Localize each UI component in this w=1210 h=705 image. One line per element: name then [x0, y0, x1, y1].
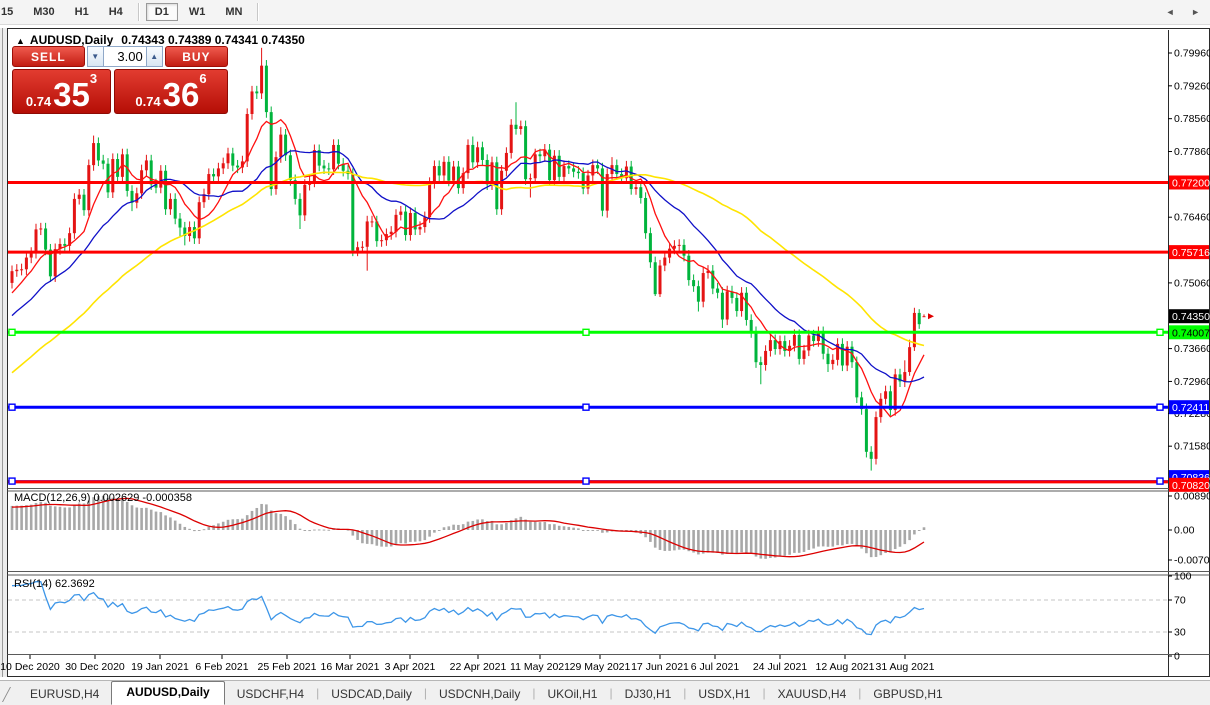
svg-text:24 Jul 2021: 24 Jul 2021: [753, 661, 807, 673]
svg-text:16 Mar 2021: 16 Mar 2021: [321, 661, 380, 673]
tab-divider: |: [683, 686, 687, 700]
buy-price-prefix: 0.74: [135, 94, 161, 109]
timeframe-button-w1[interactable]: W1: [180, 3, 215, 21]
timeframe-button-d1[interactable]: D1: [145, 3, 178, 21]
svg-text:10 Dec 2020: 10 Dec 2020: [0, 661, 60, 673]
toolbar-separator: [257, 3, 260, 21]
svg-text:12 Aug 2021: 12 Aug 2021: [816, 661, 875, 673]
svg-text:11 May 2021: 11 May 2021: [510, 661, 570, 673]
svg-text:0.74007: 0.74007: [1172, 327, 1210, 339]
timeframe-button-h1[interactable]: H1: [66, 3, 98, 21]
scroll-left-icon[interactable]: ◄: [1165, 7, 1175, 17]
tab-divider: |: [532, 686, 536, 700]
timeframe-toolbar: 15 M30 H1 H4 D1 W1 MN: [0, 0, 1210, 25]
svg-text:0.74350: 0.74350: [1172, 311, 1210, 323]
svg-text:3 Apr 2021: 3 Apr 2021: [385, 661, 436, 673]
tab-divider: |: [762, 686, 766, 700]
svg-text:0.78560: 0.78560: [1174, 113, 1210, 125]
chart-tab-usdchf-h4[interactable]: USDCHF,H4: [236, 687, 305, 701]
sell-price-prefix: 0.74: [25, 94, 52, 109]
buy-price-pipette: 6: [199, 71, 207, 86]
symbol-collapse-arrow-icon[interactable]: ▲: [16, 36, 25, 46]
volume-decrease-button[interactable]: ▼: [86, 46, 104, 67]
macd-indicator-label: MACD(12,26,9) 0.002629 -0.000358: [14, 492, 192, 504]
svg-text:70: 70: [1174, 595, 1186, 607]
svg-text:0.75716: 0.75716: [1172, 247, 1210, 259]
svg-text:0.72411: 0.72411: [1172, 402, 1209, 414]
svg-text:31 Aug 2021: 31 Aug 2021: [876, 661, 935, 673]
chart-ohlc-values: 0.74343 0.74389 0.74341 0.74350: [121, 33, 305, 47]
svg-text:0.73660: 0.73660: [1174, 343, 1210, 355]
chart-title: ▲ AUDUSD,Daily 0.74343 0.74389 0.74341 0.7…: [16, 33, 305, 47]
svg-text:30 Dec 2020: 30 Dec 2020: [65, 661, 125, 673]
svg-text:0: 0: [1174, 651, 1180, 663]
tab-divider: |: [316, 686, 320, 700]
chart-symbol-period: AUDUSD,Daily: [29, 33, 114, 47]
chart-tab-eurusd-h4[interactable]: EURUSD,H4: [30, 687, 100, 701]
one-click-trading-panel: SELL ▼ ▲ BUY 0.74 35 3 0.74 36 6: [12, 46, 228, 114]
buy-button[interactable]: BUY: [164, 46, 228, 67]
svg-text:0.70820: 0.70820: [1172, 480, 1210, 492]
svg-text:22 Apr 2021: 22 Apr 2021: [450, 661, 507, 673]
tab-scroll-controls: ◄ ►: [1152, 7, 1200, 17]
chart-tab-xauusd-h4[interactable]: XAUUSD,H4: [777, 687, 847, 701]
svg-text:-0.007013: -0.007013: [1174, 555, 1210, 567]
toolbar-separator: [137, 3, 140, 21]
chart-tab-usdcad-daily[interactable]: USDCAD,Daily: [331, 687, 412, 701]
timeframe-button-m30[interactable]: M30: [24, 3, 63, 21]
svg-text:0.71580: 0.71580: [1174, 441, 1210, 453]
chart-tab-audusd-daily[interactable]: AUDUSD,Daily: [111, 681, 225, 705]
svg-text:29 May 2021: 29 May 2021: [570, 661, 631, 673]
svg-text:30: 30: [1174, 627, 1186, 639]
sell-price-pipette: 3: [89, 71, 98, 86]
svg-text:0.79260: 0.79260: [1174, 80, 1210, 92]
volume-increase-button[interactable]: ▲: [145, 46, 163, 67]
svg-text:0.75060: 0.75060: [1174, 277, 1210, 289]
tab-divider: |: [423, 686, 427, 700]
chevron-down-icon: ▼: [91, 52, 100, 61]
volume-input[interactable]: [103, 46, 146, 67]
chart-canvas[interactable]: 0.79960 0.79260 0.78560 0.77860 0.76460 0.750…: [0, 28, 1210, 677]
svg-text:0.77860: 0.77860: [1174, 146, 1210, 158]
svg-text:0.79960: 0.79960: [1174, 47, 1210, 59]
svg-text:0.76460: 0.76460: [1174, 212, 1210, 224]
sell-price-display[interactable]: 0.74 35 3: [12, 69, 111, 114]
chart-tab-bar: EURUSD,H4 AUDUSD,Daily USDCHF,H4 | USDCAD,Da…: [0, 680, 1210, 705]
chevron-up-icon: ▲: [150, 52, 159, 61]
tab-strip-edge: [2, 687, 12, 702]
svg-text:0.00: 0.00: [1174, 525, 1195, 537]
chart-tab-usdcnh-daily[interactable]: USDCNH,Daily: [439, 687, 521, 701]
sell-price-big: 35: [53, 76, 90, 113]
volume-spinner: ▼ ▲: [86, 46, 163, 67]
tab-divider: |: [858, 686, 862, 700]
timeframe-button-mn[interactable]: MN: [216, 3, 251, 21]
svg-text:6 Jul 2021: 6 Jul 2021: [691, 661, 740, 673]
buy-price-display[interactable]: 0.74 36 6: [114, 69, 228, 114]
chart-tab-ukoil-h1[interactable]: UKOil,H1: [547, 687, 598, 701]
sell-button[interactable]: SELL: [12, 46, 85, 67]
svg-text:0.77200: 0.77200: [1172, 177, 1210, 189]
svg-text:0.008904: 0.008904: [1174, 491, 1210, 503]
buy-price-big: 36: [162, 76, 200, 113]
svg-text:100: 100: [1174, 571, 1192, 583]
svg-text:19 Jan 2021: 19 Jan 2021: [131, 661, 189, 673]
chart-tab-usdx-h1[interactable]: USDX,H1: [698, 687, 751, 701]
tab-divider: |: [609, 686, 613, 700]
chart-tab-dj30-h1[interactable]: DJ30,H1: [624, 687, 672, 701]
chart-tab-gbpusd-h1[interactable]: GBPUSD,H1: [873, 687, 943, 701]
svg-text:0.72960: 0.72960: [1174, 376, 1210, 388]
svg-text:17 Jun 2021: 17 Jun 2021: [631, 661, 689, 673]
rsi-indicator-label: RSI(14) 62.3692: [14, 578, 95, 590]
timeframe-button-h4[interactable]: H4: [100, 3, 132, 21]
svg-text:6 Feb 2021: 6 Feb 2021: [195, 661, 248, 673]
timeframe-button-15[interactable]: 15: [0, 3, 22, 21]
scroll-right-icon[interactable]: ►: [1191, 7, 1200, 17]
svg-text:25 Feb 2021: 25 Feb 2021: [258, 661, 317, 673]
